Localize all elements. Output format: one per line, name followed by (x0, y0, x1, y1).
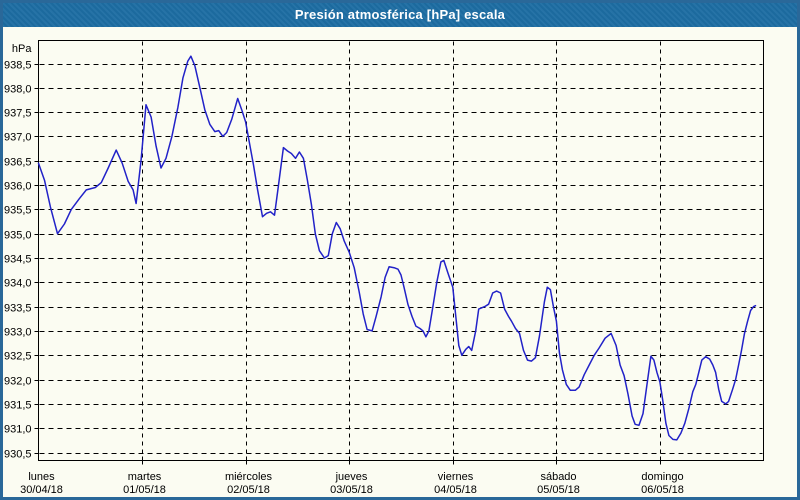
y-tick-label: 937,5 (4, 108, 32, 120)
y-tick-label: 933,0 (4, 327, 32, 339)
x-day-date-label: 01/05/18 (123, 484, 166, 496)
x-day-name-label: viernes (438, 471, 474, 483)
plot-border (38, 40, 764, 461)
x-day-date-label: 05/05/18 (537, 484, 580, 496)
y-tick-label: 931,0 (4, 424, 32, 436)
x-day-name-label: martes (128, 471, 162, 483)
x-day-name-label: jueves (335, 471, 368, 483)
x-day-name-label: miércoles (225, 471, 273, 483)
y-axis-unit-label: hPa (12, 43, 32, 55)
x-day-name-label: sábado (540, 471, 576, 483)
y-tick-label: 934,5 (4, 254, 32, 266)
x-day-date-label: 03/05/18 (330, 484, 373, 496)
x-day-date-label: 04/05/18 (434, 484, 477, 496)
y-tick-label: 935,0 (4, 230, 32, 242)
x-day-date-label: 02/05/18 (227, 484, 270, 496)
pressure-line-chart: 938,5 938,0 937,5 937,0 936,5 936,0 935,5 935,0… (4, 40, 764, 496)
chart-title: Presión atmosférica [hPa] escala (294, 7, 506, 22)
y-tick-label: 935,5 (4, 205, 32, 217)
y-tick-label: 936,5 (4, 157, 32, 169)
chart-title-bar: Presión atmosférica [hPa] escala (3, 3, 797, 27)
y-tick-label: 938,0 (4, 84, 32, 96)
x-day-name-label: domingo (641, 471, 683, 483)
chart-area: 938,5 938,0 937,5 937,0 936,5 936,0 935,5 935,0… (3, 27, 797, 497)
x-day-date-label: 30/04/18 (20, 484, 63, 496)
y-tick-label: 930,5 (4, 449, 32, 461)
y-tick-label: 932,0 (4, 376, 32, 388)
y-tick-label: 938,5 (4, 60, 32, 72)
y-tick-label: 934,0 (4, 278, 32, 290)
x-day-date-label: 06/05/18 (641, 484, 684, 496)
y-tick-label: 932,5 (4, 351, 32, 363)
y-tick-label: 936,0 (4, 181, 32, 193)
y-tick-label: 937,0 (4, 132, 32, 144)
y-tick-label: 933,5 (4, 303, 32, 315)
pressure-series-line (37, 55, 757, 441)
x-day-name-label: lunes (28, 471, 55, 483)
y-tick-label: 931,5 (4, 400, 32, 412)
